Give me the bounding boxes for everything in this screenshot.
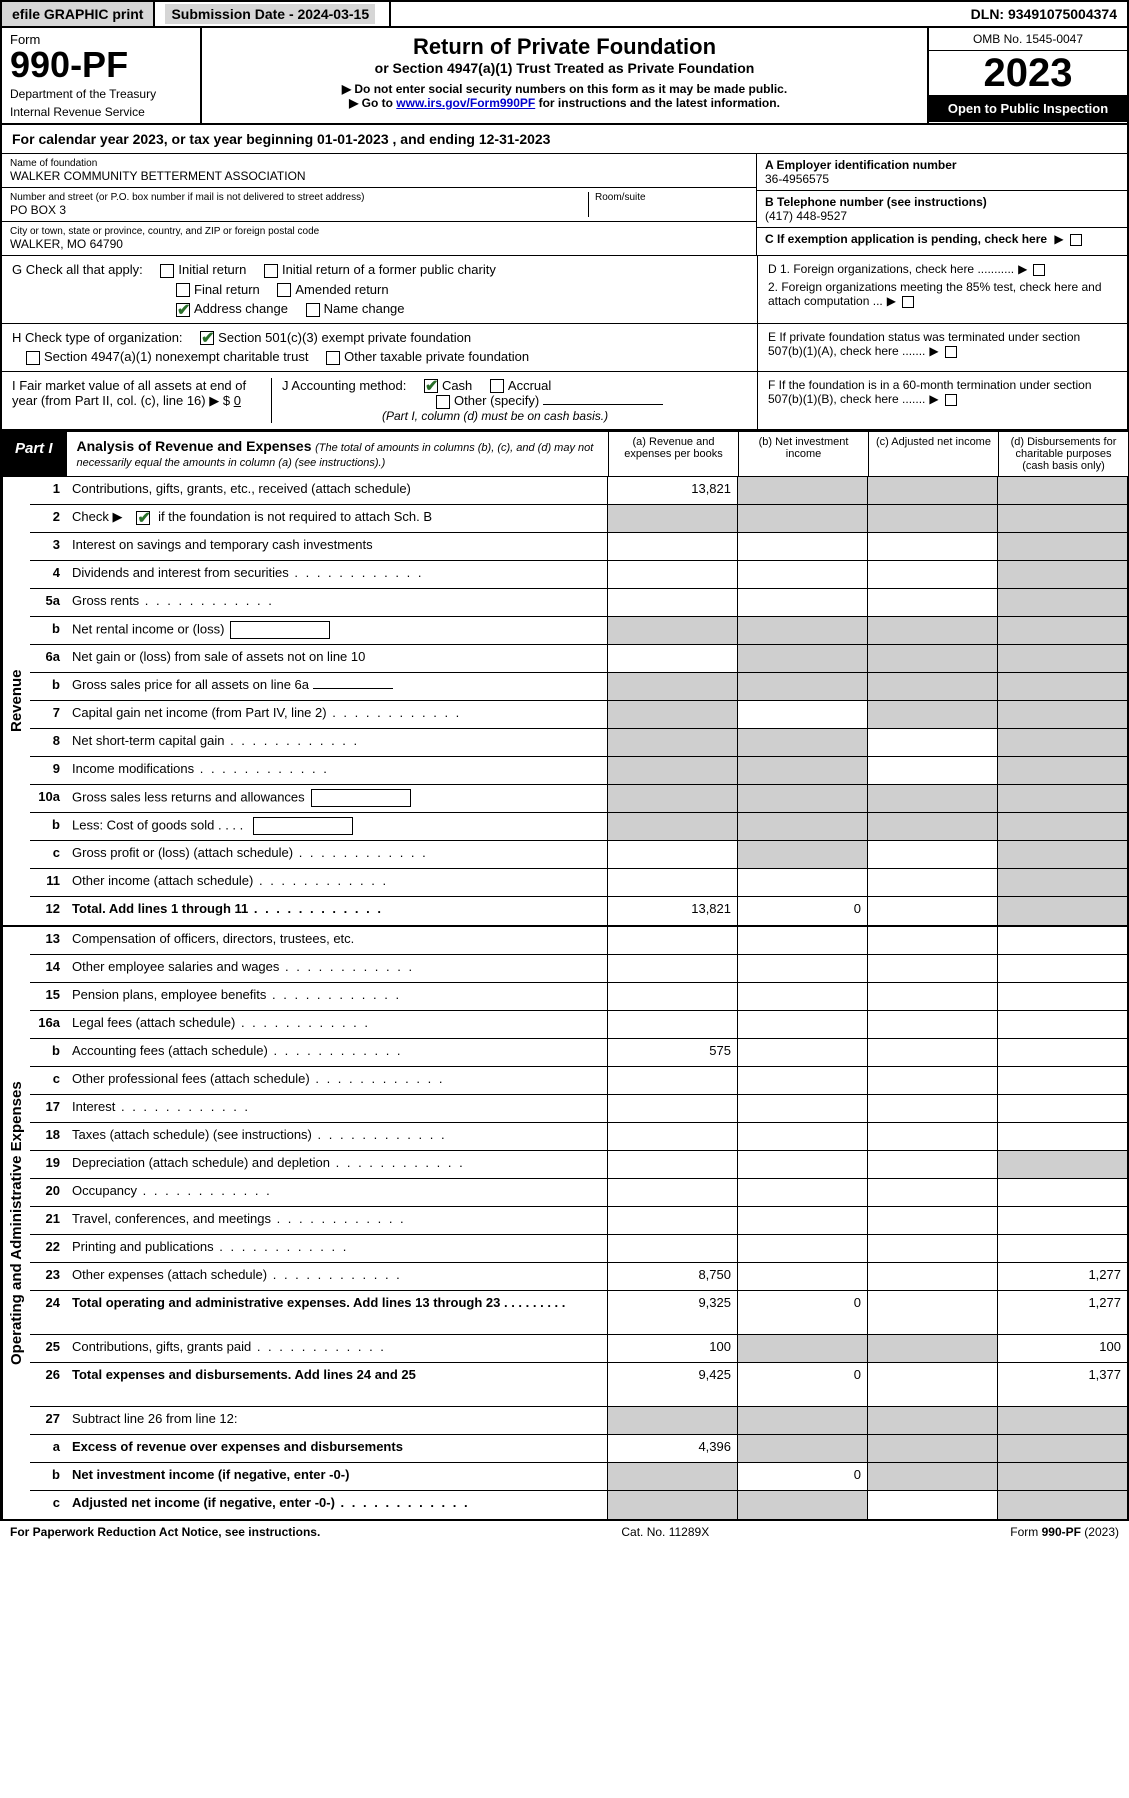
pending-checkbox[interactable] (1070, 234, 1082, 246)
header-center: Return of Private Foundation or Section … (202, 28, 927, 123)
line-16b: bAccounting fees (attach schedule)575 (30, 1039, 1127, 1067)
phone: (417) 448-9527 (765, 209, 1119, 223)
form-header: Form 990-PF Department of the Treasury I… (0, 28, 1129, 125)
line-19: 19Depreciation (attach schedule) and dep… (30, 1151, 1127, 1179)
schb-checkbox[interactable] (136, 511, 150, 525)
other-taxable-checkbox[interactable] (326, 351, 340, 365)
other-method-checkbox[interactable] (436, 395, 450, 409)
form-number: 990-PF (10, 47, 192, 83)
address: PO BOX 3 (10, 203, 588, 217)
line-10c: cGross profit or (loss) (attach schedule… (30, 841, 1127, 869)
initial-former-checkbox[interactable] (264, 264, 278, 278)
foreign-85-checkbox[interactable] (902, 296, 914, 308)
page-footer: For Paperwork Reduction Act Notice, see … (0, 1521, 1129, 1543)
line-5a: 5aGross rents (30, 589, 1127, 617)
foreign-org-checkbox[interactable] (1033, 264, 1045, 276)
submission-date: Submission Date - 2024-03-15 (155, 2, 391, 26)
line-2: 2Check ▶ if the foundation is not requir… (30, 505, 1127, 533)
line-27c: cAdjusted net income (if negative, enter… (30, 1491, 1127, 1519)
revenue-section: Revenue 1Contributions, gifts, grants, e… (0, 477, 1129, 927)
terminated-checkbox[interactable] (945, 346, 957, 358)
line-16c: cOther professional fees (attach schedul… (30, 1067, 1127, 1095)
line-21: 21Travel, conferences, and meetings (30, 1207, 1127, 1235)
top-bar: efile GRAPHIC print Submission Date - 20… (0, 0, 1129, 28)
amended-return-checkbox[interactable] (277, 283, 291, 297)
line-14: 14Other employee salaries and wages (30, 955, 1127, 983)
line-10b: bLess: Cost of goods sold . . . . (30, 813, 1127, 841)
address-change-checkbox[interactable] (176, 303, 190, 317)
identity-block: Name of foundation WALKER COMMUNITY BETT… (0, 154, 1129, 256)
line-6a: 6aNet gain or (loss) from sale of assets… (30, 645, 1127, 673)
line-10a: 10aGross sales less returns and allowanc… (30, 785, 1127, 813)
instructions-link[interactable]: www.irs.gov/Form990PF (396, 96, 535, 110)
line-27: 27Subtract line 26 from line 12: (30, 1407, 1127, 1435)
line-12: 12Total. Add lines 1 through 1113,8210 (30, 897, 1127, 925)
form-title: Return of Private Foundation (212, 34, 917, 60)
line-18: 18Taxes (attach schedule) (see instructi… (30, 1123, 1127, 1151)
line-16a: 16aLegal fees (attach schedule) (30, 1011, 1127, 1039)
col-c-header: (c) Adjusted net income (868, 432, 998, 476)
cash-checkbox[interactable] (424, 379, 438, 393)
city-state-zip: WALKER, MO 64790 (10, 237, 748, 251)
form-ref: Form 990-PF (2023) (1010, 1525, 1119, 1539)
col-d-header: (d) Disbursements for charitable purpose… (998, 432, 1128, 476)
foundation-name: WALKER COMMUNITY BETTERMENT ASSOCIATION (10, 169, 748, 183)
section-g-d: G Check all that apply: Initial return I… (0, 256, 1129, 324)
header-right: OMB No. 1545-0047 2023 Open to Public In… (927, 28, 1127, 123)
line-23: 23Other expenses (attach schedule)8,7501… (30, 1263, 1127, 1291)
line-4: 4Dividends and interest from securities (30, 561, 1127, 589)
line-17: 17Interest (30, 1095, 1127, 1123)
line-26: 26Total expenses and disbursements. Add … (30, 1363, 1127, 1407)
col-a-header: (a) Revenue and expenses per books (608, 432, 738, 476)
section-h-e: H Check type of organization: Section 50… (0, 324, 1129, 372)
line-22: 22Printing and publications (30, 1235, 1127, 1263)
line-11: 11Other income (attach schedule) (30, 869, 1127, 897)
line-9: 9Income modifications (30, 757, 1127, 785)
line-27a: aExcess of revenue over expenses and dis… (30, 1435, 1127, 1463)
line-7: 7Capital gain net income (from Part IV, … (30, 701, 1127, 729)
name-change-checkbox[interactable] (306, 303, 320, 317)
line-3: 3Interest on savings and temporary cash … (30, 533, 1127, 561)
line-25: 25Contributions, gifts, grants paid10010… (30, 1335, 1127, 1363)
ein: 36-4956575 (765, 172, 1119, 186)
dln: DLN: 93491075004374 (961, 2, 1127, 26)
line-5b: bNet rental income or (loss) (30, 617, 1127, 645)
calendar-year-row: For calendar year 2023, or tax year begi… (0, 125, 1129, 154)
part-1-header: Part I Analysis of Revenue and Expenses … (0, 431, 1129, 477)
line-13: 13Compensation of officers, directors, t… (30, 927, 1127, 955)
tax-year: 2023 (929, 51, 1127, 95)
final-return-checkbox[interactable] (176, 283, 190, 297)
efile-print-button[interactable]: efile GRAPHIC print (2, 2, 155, 26)
col-b-header: (b) Net investment income (738, 432, 868, 476)
initial-return-checkbox[interactable] (160, 264, 174, 278)
501c3-checkbox[interactable] (200, 331, 214, 345)
60month-checkbox[interactable] (945, 394, 957, 406)
line-27b: bNet investment income (if negative, ent… (30, 1463, 1127, 1491)
line-6b: bGross sales price for all assets on lin… (30, 673, 1127, 701)
section-i-j-f: I Fair market value of all assets at end… (0, 372, 1129, 431)
fmv-value: 0 (234, 393, 241, 408)
line-15: 15Pension plans, employee benefits (30, 983, 1127, 1011)
accrual-checkbox[interactable] (490, 379, 504, 393)
4947a1-checkbox[interactable] (26, 351, 40, 365)
line-1: 1Contributions, gifts, grants, etc., rec… (30, 477, 1127, 505)
expenses-section: Operating and Administrative Expenses 13… (0, 927, 1129, 1521)
line-20: 20Occupancy (30, 1179, 1127, 1207)
line-8: 8Net short-term capital gain (30, 729, 1127, 757)
line-24: 24Total operating and administrative exp… (30, 1291, 1127, 1335)
header-left: Form 990-PF Department of the Treasury I… (2, 28, 202, 123)
